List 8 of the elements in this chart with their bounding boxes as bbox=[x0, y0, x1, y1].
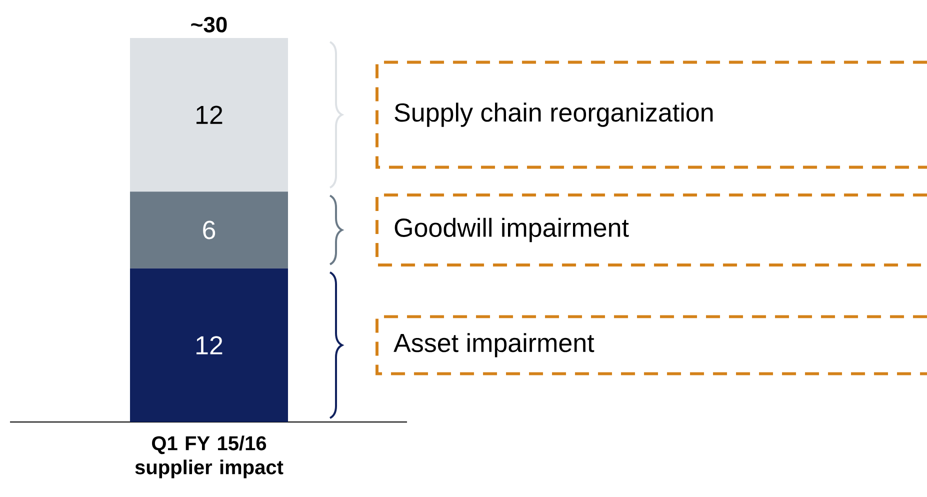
text: Asset impairment bbox=[394, 333, 594, 358]
data-label: 6 bbox=[203, 220, 216, 240]
total-label: ~30 bbox=[191, 16, 227, 32]
text: Supply chain reorganization bbox=[394, 102, 713, 127]
text: Goodwill impairment bbox=[394, 218, 629, 242]
data-label: 12 bbox=[196, 336, 222, 354]
x-tick-label: Q1 FY 15/16 supplier impact bbox=[135, 436, 284, 478]
data-label: 12 bbox=[196, 106, 222, 124]
